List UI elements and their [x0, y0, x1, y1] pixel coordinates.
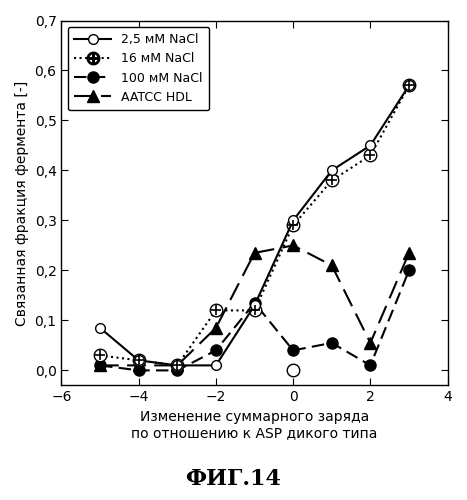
100 мМ NaCl: [252, 300, 257, 306]
2,5 мМ NaCl: [175, 362, 180, 368]
Legend: 2,5 мМ NaCl, 16 мМ NaCl, 100 мМ NaCl, AATCC HDL: 2,5 мМ NaCl, 16 мМ NaCl, 100 мМ NaCl, AA…: [68, 26, 209, 110]
AATCC HDL: [290, 242, 296, 248]
2,5 мМ NaCl: [329, 168, 334, 173]
2,5 мМ NaCl: [252, 302, 257, 308]
Line: 100 мМ NaCl: 100 мМ NaCl: [94, 265, 415, 376]
Line: AATCC HDL: AATCC HDL: [94, 240, 415, 371]
2,5 мМ NaCl: [213, 362, 219, 368]
2,5 мМ NaCl: [406, 82, 412, 88]
100 мМ NaCl: [406, 268, 412, 274]
100 мМ NaCl: [368, 362, 373, 368]
100 мМ NaCl: [97, 362, 103, 368]
Y-axis label: Связанная фракция фермента [-]: Связанная фракция фермента [-]: [15, 80, 29, 326]
100 мМ NaCl: [290, 348, 296, 354]
AATCC HDL: [136, 362, 142, 368]
2,5 мМ NaCl: [368, 142, 373, 148]
100 мМ NaCl: [213, 348, 219, 354]
2,5 мМ NaCl: [136, 358, 142, 364]
2,5 мМ NaCl: [97, 325, 103, 331]
Text: ФИГ.14: ФИГ.14: [185, 468, 282, 490]
AATCC HDL: [406, 250, 412, 256]
100 мМ NaCl: [329, 340, 334, 346]
AATCC HDL: [213, 325, 219, 331]
AATCC HDL: [368, 340, 373, 346]
100 мМ NaCl: [136, 368, 142, 374]
2,5 мМ NaCl: [290, 218, 296, 224]
AATCC HDL: [97, 362, 103, 368]
X-axis label: Изменение суммарного заряда
по отношению к ASP дикого типа: Изменение суммарного заряда по отношению…: [131, 410, 378, 440]
AATCC HDL: [329, 262, 334, 268]
AATCC HDL: [175, 362, 180, 368]
100 мМ NaCl: [175, 368, 180, 374]
AATCC HDL: [252, 250, 257, 256]
Line: 2,5 мМ NaCl: 2,5 мМ NaCl: [95, 80, 414, 370]
